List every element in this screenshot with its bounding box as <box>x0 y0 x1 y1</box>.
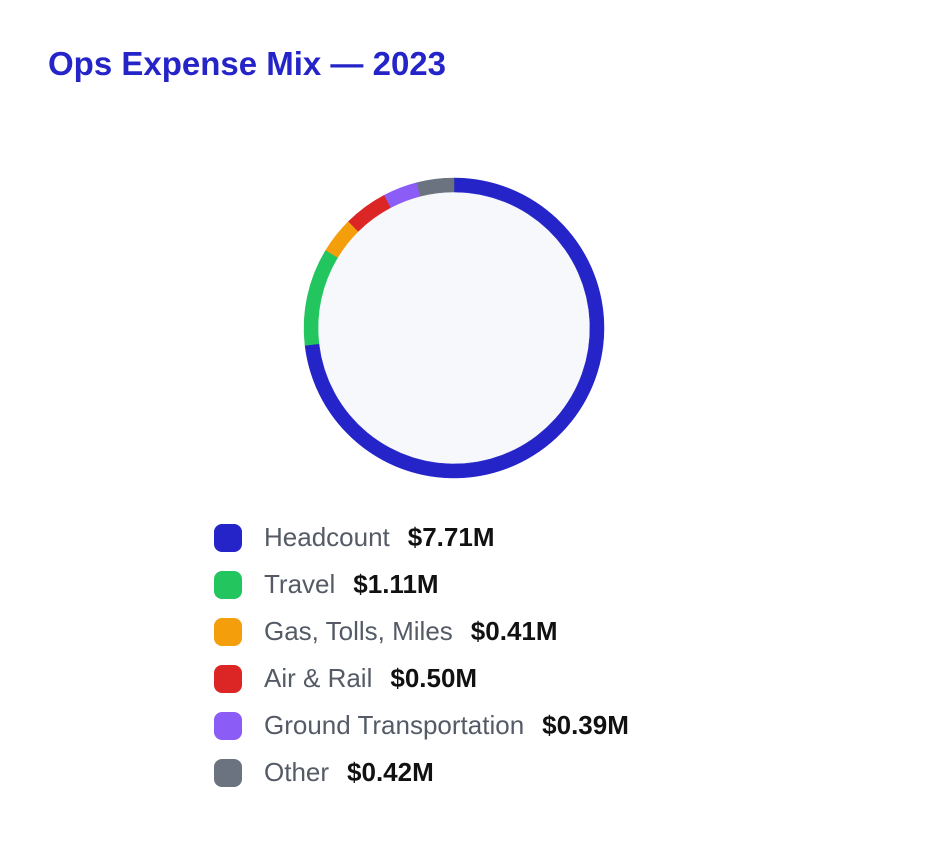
donut-slice <box>304 177 605 479</box>
legend-swatch <box>214 523 242 552</box>
legend-label: Air & Rail <box>264 663 373 693</box>
legend-value: $0.39M <box>542 710 629 740</box>
legend-item: Ground Transportation $0.39M <box>214 702 629 749</box>
donut-slices <box>303 177 605 479</box>
legend: Headcount $7.71M Travel $1.11M Gas, Tolls, M… <box>214 514 629 796</box>
legend-swatch <box>214 758 242 787</box>
donut-chart <box>303 177 605 479</box>
legend-item: Headcount $7.71M <box>214 514 629 561</box>
legend-label: Travel <box>264 569 336 599</box>
chart-title: Ops Expense Mix — 2023 <box>48 45 447 82</box>
donut-center <box>318 192 590 464</box>
legend-label: Other <box>264 757 330 787</box>
legend-item: Travel $1.11M <box>214 561 629 608</box>
legend-swatch <box>214 711 242 740</box>
legend-value: $7.71M <box>407 522 495 552</box>
legend-value: $0.42M <box>347 757 434 787</box>
legend-swatch <box>214 570 242 599</box>
legend-item: Gas, Tolls, Miles $0.41M <box>214 608 629 655</box>
legend-item: Other $0.42M <box>214 749 629 796</box>
donut-slice <box>416 177 455 197</box>
legend-label: Gas, Tolls, Miles <box>264 616 453 646</box>
legend-swatch <box>214 617 242 646</box>
legend-label: Ground Transportation <box>264 710 525 740</box>
legend-value: $0.50M <box>390 663 478 693</box>
legend-value: $0.41M <box>470 616 558 646</box>
legend-label: Headcount <box>264 522 390 552</box>
legend-value: $1.11M <box>353 569 439 599</box>
legend-item: Air & Rail $0.50M <box>214 655 629 702</box>
legend-swatch <box>214 664 242 693</box>
